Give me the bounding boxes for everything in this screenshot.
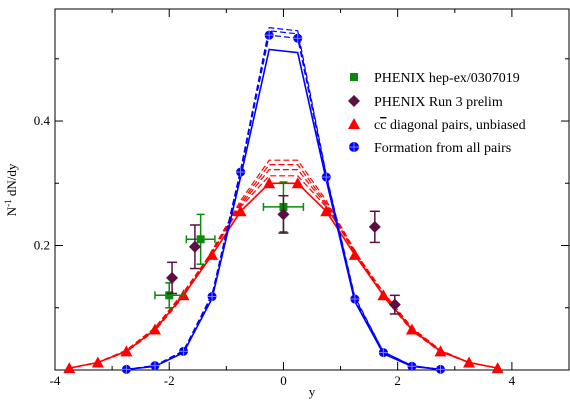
red-triangle-marker [405, 323, 418, 335]
red-triangle-marker [320, 205, 333, 217]
legend-item-phenix-run3: PHENIX Run 3 prelim [348, 95, 503, 110]
purple-diamond-marker [277, 208, 290, 221]
x-tick-label: 4 [509, 373, 516, 388]
legend-triangle-marker [348, 118, 360, 129]
green-square-marker [165, 291, 174, 300]
purple-diamond-marker [388, 298, 401, 311]
legend-item-ccbar: cc diagonal pairs, unbiased [348, 118, 526, 133]
red-triangle-marker [434, 345, 447, 357]
legend-item-phenix-2003: PHENIX hep-ex/0307019 [350, 71, 520, 86]
red-dashed-curve [69, 175, 498, 369]
legend-item-formation: Formation from all pairs [349, 141, 511, 156]
y-axis-label-sup: -1 [3, 199, 13, 207]
purple-diamond-marker [188, 240, 201, 253]
red-triangle-marker [491, 362, 504, 374]
x-axis-label: y [309, 384, 316, 399]
legend-label-ccbar-c1: c [374, 118, 380, 133]
x-tick-label: -4 [50, 373, 61, 388]
red-triangle-marker [120, 345, 133, 357]
legend: PHENIX hep-ex/0307019 PHENIX Run 3 preli… [348, 71, 526, 156]
x-tick-label: 0 [280, 373, 287, 388]
markers-layer [63, 30, 504, 374]
x-tick-label: -2 [164, 373, 175, 388]
blue-solid-curve [126, 48, 441, 371]
legend-label-phenix-2003: PHENIX hep-ex/0307019 [374, 71, 520, 86]
green-square-marker [196, 235, 205, 244]
plot-frame [54, 8, 570, 371]
legend-label-formation: Formation from all pairs [374, 141, 511, 156]
x-tick-label: 2 [394, 373, 401, 388]
legend-label-ccbar-rest: diagonal pairs, unbiased [386, 118, 525, 133]
y-axis-label: N-1 dN/dy [3, 163, 19, 216]
red-triangle-marker [377, 289, 390, 301]
red-triangle-marker [348, 248, 361, 260]
red-triangle-marker [63, 362, 76, 374]
legend-label-ccbar: cc diagonal pairs, unbiased [374, 118, 526, 133]
red-triangle-marker [263, 177, 276, 189]
y-tick-label: 0.2 [34, 238, 50, 253]
legend-diamond-marker [348, 95, 360, 107]
legend-label-ccbar-c2: c [380, 118, 386, 133]
legend-square-marker [350, 73, 358, 81]
y-axis-label-rest: dN/dy [4, 163, 19, 199]
y-tick-label: 0.4 [34, 113, 51, 128]
red-triangle-marker [148, 323, 161, 335]
purple-diamond-marker [368, 220, 381, 233]
red-triangle-marker [206, 248, 219, 260]
red-triangle-marker [463, 356, 476, 368]
purple-diamond-marker [166, 271, 179, 284]
y-axis-label-main: N [4, 206, 19, 216]
blue-dashed-curve [126, 27, 441, 370]
red-triangle-marker [291, 177, 304, 189]
legend-label-phenix-run3: PHENIX Run 3 prelim [374, 95, 503, 110]
red-triangle-marker [234, 205, 247, 217]
tick-labels: -4 -2 0 2 4 0.2 0.4 [34, 113, 516, 388]
red-triangle-marker [91, 356, 104, 368]
axis-ticks [54, 9, 570, 370]
